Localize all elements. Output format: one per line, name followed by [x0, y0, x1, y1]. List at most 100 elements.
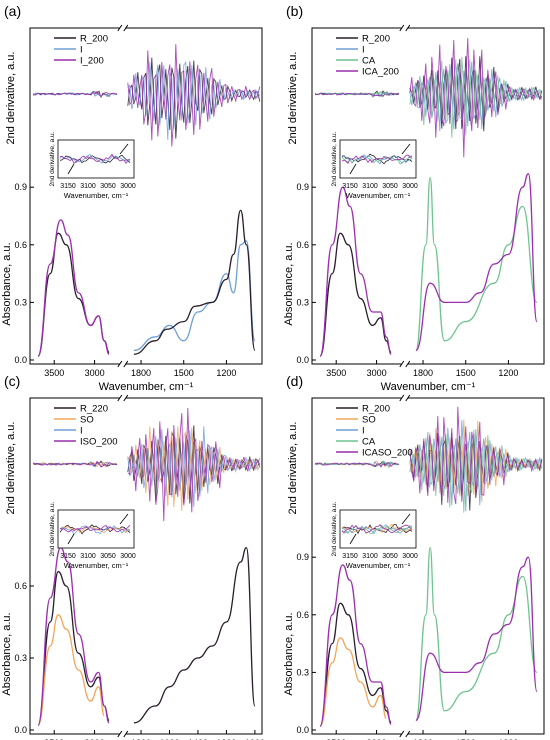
- derivative-series-left: [314, 461, 400, 468]
- inset-x-label: Wavenumber, cm⁻¹: [346, 191, 411, 200]
- inset-tick-label: 3150: [60, 183, 76, 190]
- inset-arrow: [349, 533, 357, 545]
- x-tick-label: 3000: [85, 738, 105, 740]
- axis-break-bottom: [117, 360, 129, 368]
- absorbance-series-iso_200: [37, 546, 110, 726]
- inset-x-label: Wavenumber, cm⁻¹: [64, 191, 129, 200]
- absorbance-series-r_200: [133, 209, 256, 355]
- axis-break-bottom: [399, 730, 411, 738]
- legend-entry: I: [80, 426, 83, 437]
- y-tick-label: 0.9: [296, 182, 309, 192]
- x-tick-label: 1200: [498, 738, 518, 740]
- x-tick-label: 1800: [413, 738, 433, 740]
- inset-tick-label: 3050: [382, 553, 398, 560]
- axis-break-top: [399, 24, 411, 32]
- inset-arrow: [119, 513, 129, 525]
- y-tick-label: 0.3: [14, 653, 27, 663]
- y-axis-label-absorbance: Absorbance, a.u.: [1, 612, 13, 695]
- x-tick-label: 3000: [85, 368, 105, 378]
- x-tick-label: 3500: [326, 738, 346, 740]
- y-tick-label: 0.0: [296, 355, 309, 365]
- y-axis-label-absorbance: Absorbance, a.u.: [1, 242, 13, 325]
- inset-tick-label: 3100: [362, 183, 378, 190]
- derivative-series-left: [314, 92, 400, 97]
- derivative-series-right: [127, 407, 261, 522]
- inset-arrow: [401, 143, 411, 155]
- inset-series: [341, 154, 413, 165]
- y-axis-label-absorbance: Absorbance, a.u.: [283, 242, 295, 325]
- inset-arrow: [119, 143, 129, 155]
- inset-series: [341, 154, 413, 164]
- derivative-series-right: [409, 56, 543, 138]
- plot-frame: [311, 397, 545, 735]
- axis-break-bottom-gap: [119, 362, 126, 366]
- absorbance-series-i_200: [37, 219, 110, 357]
- inset-tick-label: 3150: [342, 183, 358, 190]
- x-tick-label: 3000: [367, 738, 387, 740]
- inset-series: [341, 524, 413, 535]
- legend-entry: CA: [362, 56, 376, 67]
- derivative-series-right: [409, 38, 543, 158]
- y-tick-label: 0.6: [296, 240, 309, 250]
- x-tick-label: 3500: [326, 368, 346, 378]
- x-tick-label: 1800: [131, 738, 151, 740]
- derivative-series-right: [409, 429, 542, 513]
- panel-b: (b) 2nd derivative, a.u. Absorbance, a.u. W…: [283, 3, 545, 393]
- inset-series: [59, 525, 131, 535]
- y-axis-label-derivative: 2nd derivative, a.u.: [287, 422, 299, 515]
- legend-entry: R_200: [362, 404, 390, 415]
- x-tick-label: 1800: [413, 368, 433, 378]
- plot-frame: [29, 397, 263, 735]
- absorbance-series-ca: [415, 176, 538, 352]
- inset-series: [341, 524, 413, 534]
- derivative-series-left: [314, 460, 400, 468]
- inset-tick-label: 3000: [402, 183, 418, 190]
- legend-entry: SO: [80, 415, 94, 426]
- axis-break-bottom-gap: [401, 362, 408, 366]
- x-tick-label: 1200: [216, 368, 236, 378]
- legend-entry: CA: [362, 437, 376, 448]
- absorbance-series-so: [319, 637, 387, 727]
- x-tick-label: 3500: [44, 368, 64, 378]
- legend-entry: ISO_200: [80, 437, 118, 448]
- inset-tick-label: 3150: [60, 553, 76, 560]
- inset-tick-label: 3100: [362, 553, 378, 560]
- inset-series: [59, 153, 131, 165]
- absorbance-series-icaso_200: [319, 564, 392, 727]
- inset-arrow: [67, 533, 75, 545]
- x-tick-label: 1200: [498, 368, 518, 378]
- derivative-series-left: [32, 460, 117, 468]
- derivative-series-right: [409, 406, 543, 505]
- x-axis-label: Wavenumber, cm⁻¹: [381, 381, 476, 393]
- legend-entry: I: [362, 426, 365, 437]
- x-tick-label: 1500: [174, 368, 194, 378]
- y-axis-label-derivative: 2nd derivative, a.u.: [287, 52, 299, 145]
- y-tick-label: 0.9: [296, 552, 309, 562]
- inset-x-label: Wavenumber, cm⁻¹: [346, 561, 411, 570]
- inset-arrow: [401, 513, 411, 525]
- panel-label: (d): [286, 373, 303, 389]
- inset-tick-label: 3100: [80, 553, 96, 560]
- inset-y-label: 2nd derivative, a.u.: [49, 131, 56, 186]
- axis-break-top: [117, 394, 129, 402]
- axis-break-bottom-gap: [401, 732, 408, 736]
- y-tick-label: 0.6: [14, 240, 27, 250]
- legend-entry: I: [362, 45, 365, 56]
- inset-tick-label: 3050: [382, 183, 398, 190]
- y-tick-label: 0.3: [14, 297, 27, 307]
- axis-break-top-gap: [119, 26, 126, 30]
- axis-break-top-gap: [401, 396, 408, 400]
- axis-break-top: [399, 394, 411, 402]
- absorbance-series-r_200: [37, 232, 110, 357]
- inset-series: [59, 524, 131, 535]
- x-tick-label: 1200: [216, 738, 236, 740]
- inset-arrow: [67, 163, 75, 175]
- legend-entry: ICA_200: [362, 67, 399, 78]
- inset-tick-label: 3000: [120, 183, 136, 190]
- inset-x-label: Wavenumber, cm⁻¹: [64, 561, 129, 570]
